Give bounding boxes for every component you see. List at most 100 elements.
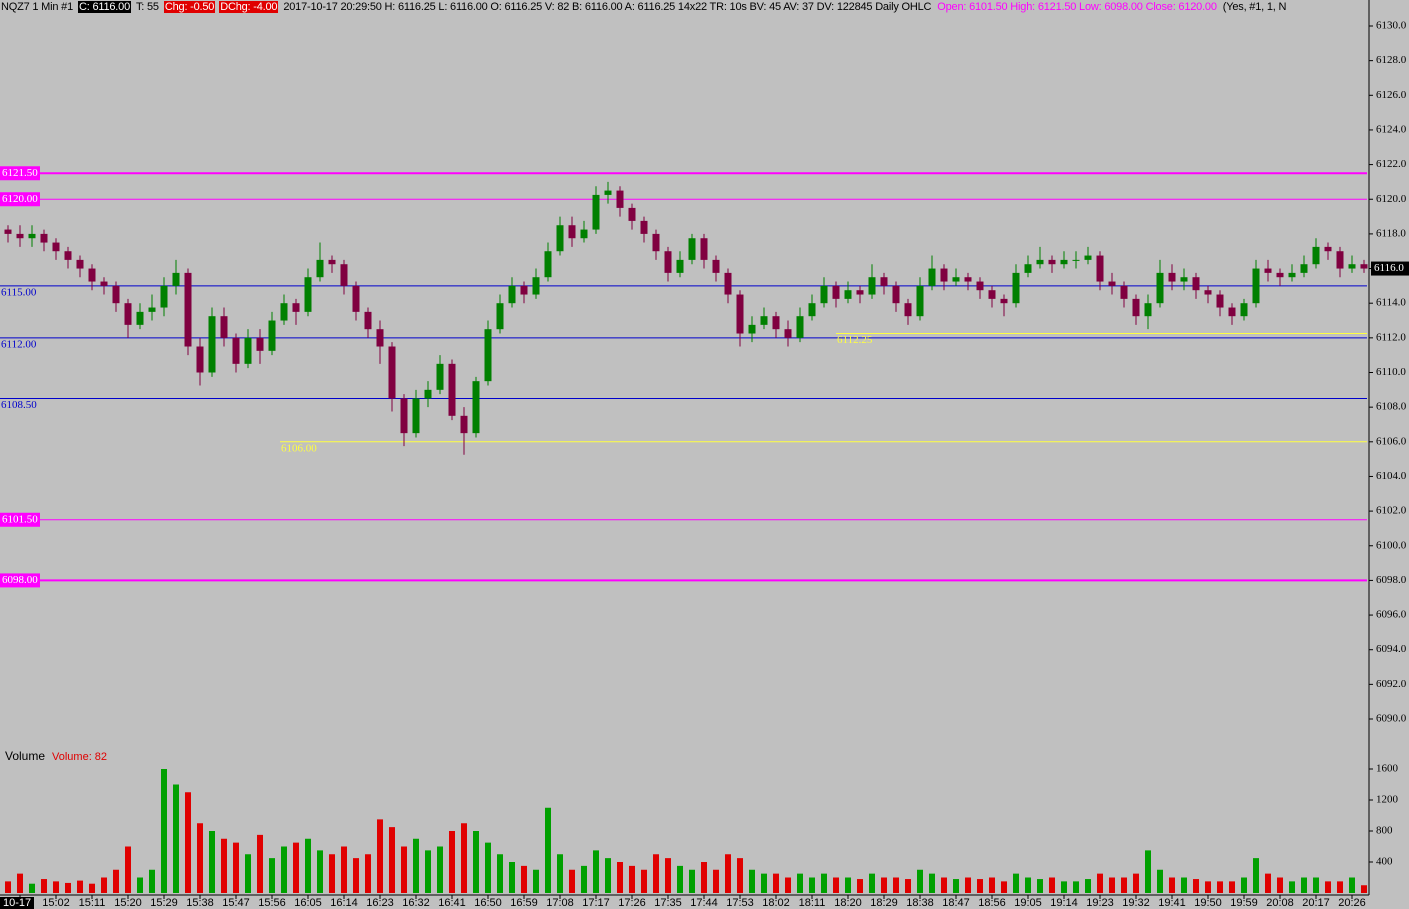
candle-body [1300, 264, 1308, 273]
volume-bar [353, 858, 359, 893]
candle-body [256, 337, 264, 351]
volume-bar [245, 854, 251, 893]
volume-bar [281, 846, 287, 893]
volume-bar [485, 842, 491, 893]
volume-bar [869, 873, 875, 893]
x-tick-label: 16:14 [330, 897, 358, 909]
candle-body [436, 363, 444, 390]
volume-bar [209, 831, 215, 893]
candle-body [1324, 246, 1332, 252]
volume-bar [1169, 877, 1175, 893]
volume-bar [809, 877, 815, 893]
volume-bar [65, 882, 71, 893]
candle-body [604, 190, 612, 195]
x-tick-label: 19:59 [1230, 897, 1258, 909]
candle-body [244, 337, 252, 364]
volume-bar [653, 854, 659, 893]
x-tick-label: 19:32 [1122, 897, 1150, 909]
candle-body [376, 329, 384, 347]
volume-bar [1121, 877, 1127, 893]
volume-bar [629, 865, 635, 893]
volume-bar [929, 873, 935, 893]
candle-body [1348, 264, 1356, 269]
level-label-box [0, 166, 40, 181]
y-tick-label: 6118.0 [1376, 227, 1406, 239]
level-label: 6120.00 [2, 193, 38, 205]
change-box: Chg: -0.50 [163, 1, 216, 13]
volume-bar [1349, 877, 1355, 893]
volume-bar [833, 877, 839, 893]
candle-body [508, 285, 516, 304]
candle-body [412, 398, 420, 434]
volume-bar [89, 883, 95, 893]
candle-body [1276, 272, 1284, 278]
volume-bar [221, 838, 227, 893]
volume-bar [305, 838, 311, 893]
volume-bar [137, 877, 143, 893]
volume-bar [1265, 873, 1271, 893]
y-tick-label: 6126.0 [1376, 89, 1407, 101]
x-tick-label: 20:26 [1338, 897, 1366, 909]
candle-body [1132, 298, 1140, 317]
volume-bar [749, 869, 755, 893]
candle-body [484, 329, 492, 382]
candle-body [1156, 272, 1164, 304]
y-tick-label: 6114.0 [1376, 297, 1406, 309]
volume-bar [617, 862, 623, 893]
volume-bar [173, 784, 179, 893]
volume-bar [533, 869, 539, 893]
symbol: NQZ7 1 Min #1 [1, 1, 73, 13]
candle-body [1240, 303, 1248, 317]
candle-body [316, 259, 324, 278]
volume-bar [413, 838, 419, 893]
volume-bar [53, 881, 59, 893]
x-tick-label: 16:32 [402, 897, 430, 909]
volume-bar [593, 850, 599, 893]
volume-bar [377, 819, 383, 893]
volume-bar [797, 873, 803, 893]
volume-bar [317, 850, 323, 893]
candle-body [16, 233, 24, 239]
x-tick-label: 19:50 [1194, 897, 1222, 909]
volume-bar [905, 879, 911, 893]
candle-body [676, 259, 684, 273]
volume-bar [161, 769, 167, 893]
volume-bar [1337, 881, 1343, 893]
volume-bar [17, 873, 23, 893]
volume-bar [125, 846, 131, 893]
candle-body [352, 285, 360, 312]
volume-bar [197, 823, 203, 893]
level-label: 6106.00 [281, 442, 317, 454]
level-label-box [0, 512, 40, 527]
volume-bar [1325, 881, 1331, 893]
candle-body [1336, 251, 1344, 269]
y-tick-label: 6092.0 [1376, 678, 1407, 690]
candle-body [556, 225, 564, 252]
candle-body [1228, 307, 1236, 317]
volume-bar [101, 877, 107, 893]
candle-body [496, 303, 504, 330]
volume-bar [737, 858, 743, 893]
volume-bar [341, 846, 347, 893]
study-info: (Yes, #1, 1, N [1222, 1, 1287, 13]
y-tick-label: 6124.0 [1376, 123, 1407, 135]
volume-bar [329, 854, 335, 893]
candle-body [1060, 259, 1068, 265]
volume-tick-label: 800 [1376, 825, 1393, 837]
candle-body [712, 259, 720, 273]
x-tick-label: 20:17 [1302, 897, 1330, 909]
candle-body [472, 381, 480, 434]
x-tick-label: 18:29 [870, 897, 898, 909]
y-tick-label: 6128.0 [1376, 54, 1407, 66]
candle-body [820, 285, 828, 304]
candle-body [1120, 285, 1128, 299]
y-tick-label: 6110.0 [1376, 366, 1406, 378]
volume-bar [713, 869, 719, 893]
candle-body [460, 415, 468, 434]
volume-bar [185, 792, 191, 893]
volume-bar [509, 862, 515, 893]
candle-body [928, 268, 936, 286]
y-tick-label: 6120.0 [1376, 193, 1407, 205]
volume-bar [605, 858, 611, 893]
volume-bar [5, 881, 11, 893]
